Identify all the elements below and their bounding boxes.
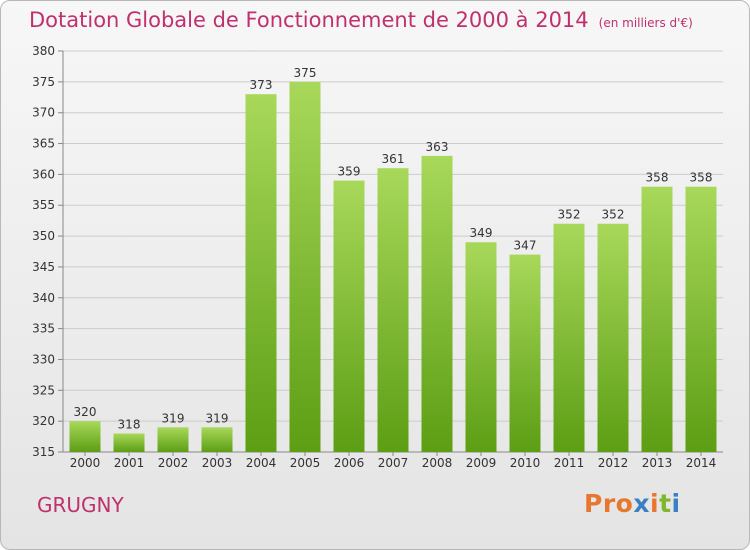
data-label: 352 (602, 208, 625, 222)
chart-title: Dotation Globale de Fonctionnement de 20… (29, 8, 693, 32)
y-tick-label: 320 (32, 414, 55, 428)
data-label: 363 (426, 140, 449, 154)
unit-text: (en milliers d'€) (598, 16, 693, 30)
bar (289, 81, 321, 452)
y-tick-label: 360 (32, 167, 55, 181)
bar (377, 168, 409, 452)
logo-letter: i (650, 489, 660, 518)
bar (509, 254, 541, 452)
y-tick-label: 325 (32, 383, 55, 397)
x-tick-label: 2002 (158, 456, 189, 470)
y-tick-label: 380 (32, 44, 55, 58)
x-tick-label: 2010 (510, 456, 541, 470)
data-label: 358 (646, 171, 669, 185)
y-tick-label: 355 (32, 198, 55, 212)
y-tick-label: 350 (32, 229, 55, 243)
data-label: 318 (118, 417, 141, 431)
y-tick-label: 330 (32, 352, 55, 366)
bar (421, 155, 453, 452)
data-label: 352 (558, 208, 581, 222)
logo-letter: o (615, 489, 634, 518)
x-tick-label: 2014 (686, 456, 717, 470)
y-tick-label: 340 (32, 291, 55, 305)
y-tick-label: 315 (32, 445, 55, 459)
data-label: 349 (470, 226, 493, 240)
bar (113, 433, 145, 452)
data-label: 347 (514, 239, 537, 253)
bar (553, 223, 585, 452)
x-tick-label: 2007 (378, 456, 409, 470)
bar (465, 242, 497, 452)
y-tick-label: 345 (32, 260, 55, 274)
x-tick-label: 2005 (290, 456, 321, 470)
data-label: 319 (162, 411, 185, 425)
bar (685, 186, 717, 452)
logo-letter: x (633, 489, 650, 518)
bar (597, 223, 629, 452)
title-text: Dotation Globale de Fonctionnement de 20… (29, 8, 589, 32)
y-tick-label: 365 (32, 137, 55, 151)
bar (201, 427, 233, 452)
data-label: 361 (382, 152, 405, 166)
x-tick-label: 2012 (598, 456, 629, 470)
data-label: 358 (690, 171, 713, 185)
data-label: 319 (206, 411, 229, 425)
logo-letter: r (602, 489, 616, 518)
x-tick-label: 2011 (554, 456, 585, 470)
bar (641, 186, 673, 452)
data-label: 373 (250, 78, 273, 92)
bar (245, 94, 277, 452)
logo-letter: t (659, 489, 672, 518)
x-tick-label: 2008 (422, 456, 453, 470)
data-label: 320 (74, 405, 97, 419)
logo-letter: P (584, 489, 603, 518)
x-tick-label: 2009 (466, 456, 497, 470)
bar (69, 421, 101, 452)
data-label: 359 (338, 165, 361, 179)
x-tick-label: 2003 (202, 456, 233, 470)
logo-letter: i (671, 489, 681, 518)
x-tick-label: 2006 (334, 456, 365, 470)
x-tick-label: 2001 (114, 456, 145, 470)
y-tick-label: 335 (32, 322, 55, 336)
x-tick-label: 2000 (70, 456, 101, 470)
bar (333, 180, 365, 453)
x-tick-label: 2013 (642, 456, 673, 470)
y-tick-label: 375 (32, 75, 55, 89)
y-tick-label: 370 (32, 106, 55, 120)
commune-name: GRUGNY (37, 493, 124, 517)
data-label: 375 (294, 66, 317, 80)
x-tick-label: 2004 (246, 456, 277, 470)
proxiti-logo: Proxiti (584, 489, 681, 518)
bar (157, 427, 189, 452)
